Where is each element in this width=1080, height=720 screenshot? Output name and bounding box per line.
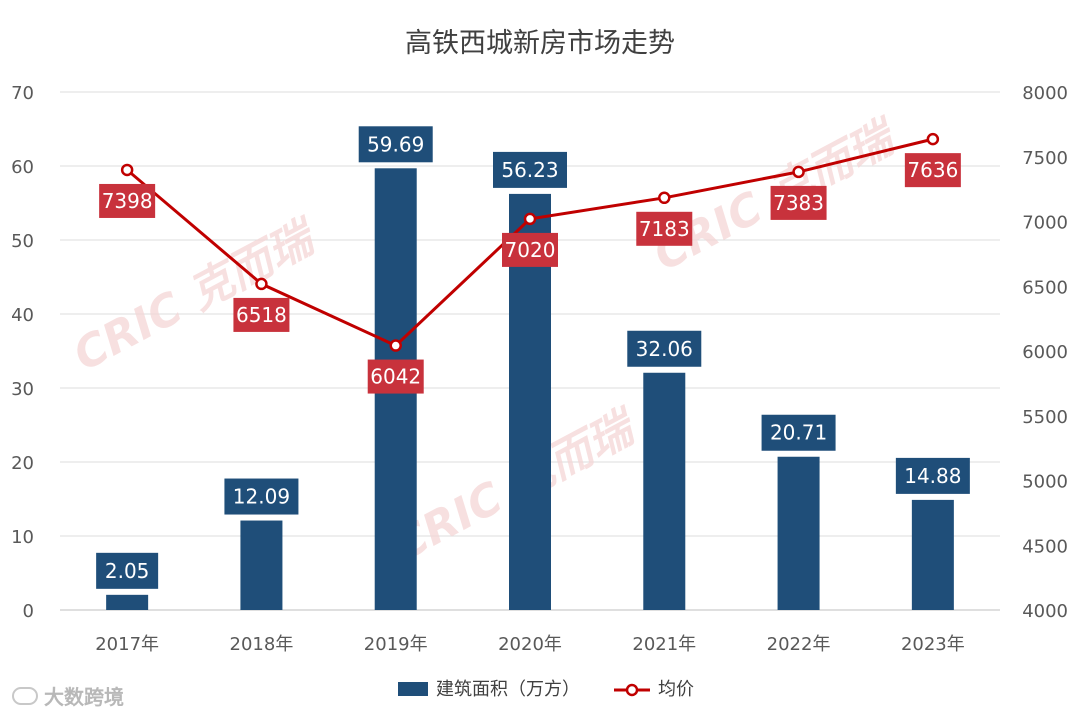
- bar-label-box: [761, 414, 836, 451]
- legend-line-label: 均价: [658, 679, 694, 700]
- legend-bar-swatch: [398, 682, 428, 696]
- bar-data-label: 59.69: [367, 132, 424, 156]
- line-data-label: 7383: [773, 191, 824, 215]
- bar-data-label: 32.06: [636, 337, 693, 361]
- line-point: [792, 165, 805, 179]
- x-tick-label: 2023年: [901, 634, 965, 655]
- line-point: [389, 339, 402, 352]
- y-right-tick-label: 7500: [1022, 148, 1068, 169]
- y-left-tick-label: 0: [23, 601, 34, 622]
- bar-data-label: 14.88: [904, 464, 961, 488]
- bar-data-label: 2.05: [105, 559, 150, 583]
- line-label-box: [367, 359, 424, 394]
- y-right-tick-label: 4500: [1022, 536, 1068, 557]
- bar-label-box: [96, 552, 159, 589]
- y-right-tick-label: 8000: [1022, 83, 1068, 104]
- chart-title: 高铁西城新房市场走势: [405, 28, 675, 59]
- line-data-label: 7636: [907, 158, 958, 182]
- line-data-label: 7398: [102, 189, 153, 213]
- bar-data-label: 12.09: [233, 485, 290, 509]
- line-point: [926, 132, 940, 146]
- y-right-tick-label: 5000: [1022, 472, 1068, 493]
- watermark-logo-icon: [12, 686, 38, 705]
- line-data-label: 6518: [236, 303, 287, 327]
- line-data-label: 6042: [370, 365, 421, 389]
- bar: [240, 520, 283, 610]
- bar-label-box: [493, 151, 567, 188]
- bar-label-box: [224, 478, 299, 515]
- y-right-tick-label: 7000: [1022, 213, 1068, 234]
- line-point: [120, 163, 134, 177]
- bar: [777, 456, 820, 610]
- x-tick-label: 2018年: [230, 634, 294, 655]
- bar-data-label: 56.23: [501, 158, 558, 182]
- line-point: [523, 212, 537, 226]
- y-right-tick-label: 4000: [1022, 601, 1068, 622]
- y-right-tick-label: 6500: [1022, 277, 1068, 298]
- bar: [643, 372, 686, 610]
- line-label-box: [233, 297, 290, 332]
- y-left-tick-label: 20: [11, 453, 34, 474]
- x-tick-label: 2017年: [95, 634, 159, 655]
- y-right-tick-label: 5500: [1022, 407, 1068, 428]
- bar-data-label: 20.71: [770, 421, 827, 445]
- line-label-box: [770, 185, 827, 220]
- legend-bar-label: 建筑面积（万方）: [436, 679, 580, 700]
- bar: [911, 499, 954, 610]
- y-left-tick-label: 50: [11, 231, 34, 252]
- line-label-box: [904, 153, 961, 188]
- line-data-label: 7183: [639, 217, 690, 241]
- x-tick-label: 2021年: [632, 634, 696, 655]
- line-point: [658, 191, 671, 205]
- line-label-box: [636, 211, 693, 246]
- footer-watermark-text: 大数跨境: [44, 685, 124, 709]
- line-label-box: [502, 232, 558, 267]
- bar: [106, 594, 149, 610]
- y-left-tick-label: 40: [11, 305, 34, 326]
- legend-line-marker: [625, 683, 639, 697]
- y-left-tick-label: 70: [11, 83, 34, 104]
- bar-label-box: [895, 457, 970, 494]
- bar-label-box: [358, 126, 433, 163]
- x-tick-label: 2022年: [767, 634, 831, 655]
- line-point: [255, 277, 268, 291]
- y-left-tick-label: 10: [11, 527, 34, 548]
- line-data-label: 7020: [505, 238, 556, 262]
- x-tick-label: 2019年: [364, 634, 428, 655]
- y-left-tick-label: 60: [11, 157, 34, 178]
- y-right-tick-label: 6000: [1022, 342, 1068, 363]
- footer-watermark: 大数跨境: [12, 681, 124, 710]
- y-left-tick-label: 30: [11, 379, 34, 400]
- bar-label-box: [627, 330, 702, 367]
- line-label-box: [99, 183, 156, 218]
- x-tick-label: 2020年: [498, 634, 562, 655]
